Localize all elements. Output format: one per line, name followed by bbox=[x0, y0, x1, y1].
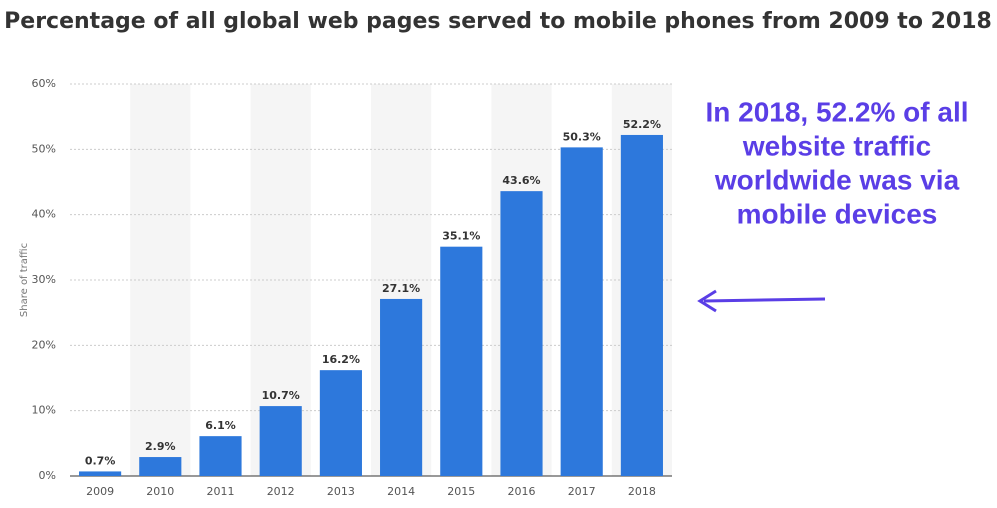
band-shade bbox=[130, 84, 191, 476]
bar bbox=[440, 246, 483, 476]
bar bbox=[79, 471, 122, 476]
annotation: In 2018, 52.2% of all bbox=[705, 96, 968, 127]
value-label: 50.3% bbox=[563, 130, 601, 143]
value-label: 16.2% bbox=[322, 353, 360, 366]
annotation: worldwide was via bbox=[714, 164, 960, 195]
annotation: mobile devices bbox=[737, 198, 938, 229]
value-label: 0.7% bbox=[85, 454, 116, 467]
y-tick-label: 30% bbox=[32, 273, 56, 286]
value-label: 27.1% bbox=[382, 282, 420, 295]
y-tick-label: 60% bbox=[32, 77, 56, 90]
bar bbox=[259, 406, 302, 476]
value-label: 35.1% bbox=[442, 230, 480, 243]
arrow bbox=[697, 289, 826, 313]
value-label: 2.9% bbox=[145, 440, 176, 453]
y-tick-label: 10% bbox=[32, 404, 56, 417]
x-tick-label: 2012 bbox=[267, 485, 295, 498]
y-axis-label: Share of traffic bbox=[19, 243, 30, 317]
bar bbox=[380, 298, 423, 476]
x-tick-label: 2009 bbox=[86, 485, 114, 498]
x-tick-label: 2010 bbox=[146, 485, 174, 498]
x-tick-label: 2014 bbox=[387, 485, 415, 498]
x-tick-label: 2013 bbox=[327, 485, 355, 498]
bar bbox=[620, 134, 663, 476]
x-tick-label: 2015 bbox=[447, 485, 475, 498]
x-tick-label: 2016 bbox=[508, 485, 536, 498]
y-tick-label: 20% bbox=[32, 338, 56, 351]
x-tick-label: 2011 bbox=[207, 485, 235, 498]
x-tick-label: 2017 bbox=[568, 485, 596, 498]
chart-title: Percentage of all global web pages serve… bbox=[4, 9, 992, 34]
bar bbox=[139, 457, 182, 476]
y-tick-label: 50% bbox=[32, 142, 56, 155]
bar bbox=[319, 370, 362, 476]
bar bbox=[560, 147, 603, 476]
value-label: 10.7% bbox=[262, 389, 300, 402]
bar bbox=[199, 436, 242, 476]
annotation: website traffic bbox=[742, 130, 931, 161]
y-tick-label: 0% bbox=[39, 469, 56, 482]
value-label: 52.2% bbox=[623, 118, 661, 131]
y-tick-label: 40% bbox=[32, 208, 56, 221]
value-label: 43.6% bbox=[502, 174, 540, 187]
bar bbox=[500, 191, 543, 476]
x-tick-label: 2018 bbox=[628, 485, 656, 498]
value-label: 6.1% bbox=[205, 419, 236, 432]
